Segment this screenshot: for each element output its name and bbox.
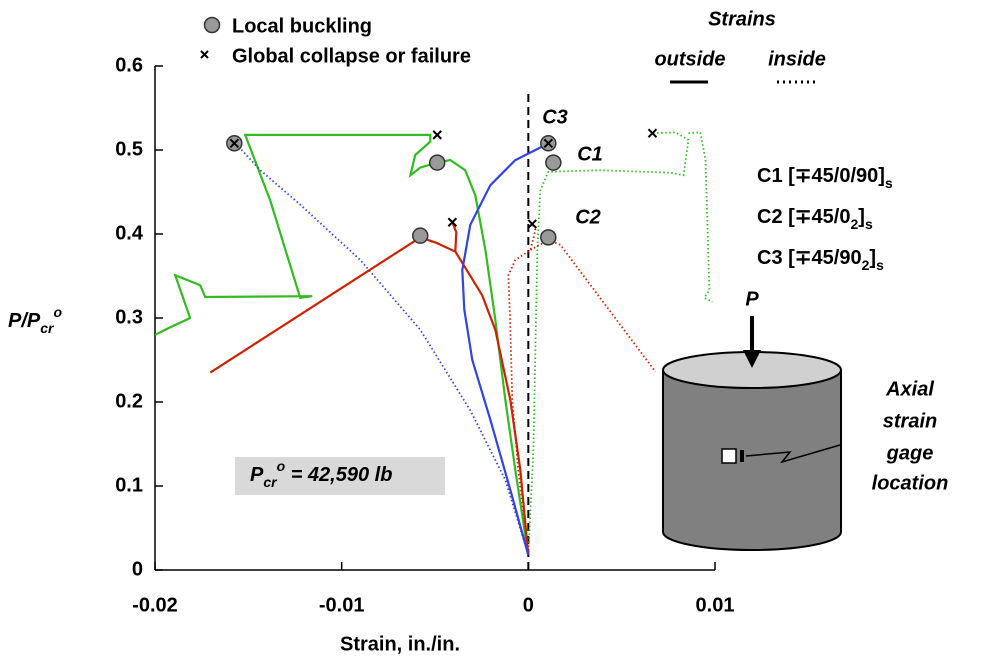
x-tick-label: -0.02 bbox=[132, 594, 178, 616]
series-line bbox=[507, 223, 657, 556]
global-collapse-marker bbox=[647, 128, 658, 138]
curve-label: C1 bbox=[577, 143, 603, 165]
curve-label: C3 bbox=[542, 106, 568, 128]
config-part: 2 bbox=[850, 216, 858, 232]
x-tick-label: 0 bbox=[523, 594, 534, 616]
series-line bbox=[461, 144, 546, 556]
x-axis-label: Strain, in./in. bbox=[340, 633, 460, 655]
load-arrowhead bbox=[743, 350, 761, 368]
global-collapse-marker bbox=[447, 217, 458, 227]
legend-circle bbox=[203, 16, 221, 34]
global-collapse-marker bbox=[229, 138, 240, 148]
gage-label: strain bbox=[883, 410, 937, 432]
annotation-base: P bbox=[250, 464, 264, 486]
series-line bbox=[527, 131, 713, 555]
annotation-rest: = 42,590 lb bbox=[285, 464, 392, 486]
curve-label: C2 bbox=[575, 206, 601, 228]
annotation-box bbox=[235, 457, 445, 495]
y-tick-label: 0.3 bbox=[115, 306, 143, 328]
legend-title: Strains bbox=[708, 8, 776, 30]
y-label-sub: cr bbox=[40, 320, 55, 336]
global-collapse-marker bbox=[527, 219, 537, 229]
gage-label: gage bbox=[886, 442, 934, 464]
y-label-main: P/P bbox=[8, 310, 41, 332]
config-part: s bbox=[885, 175, 893, 191]
y-tick-label: 0.4 bbox=[115, 222, 144, 244]
y-tick-label: 0.1 bbox=[115, 474, 143, 496]
config-label: C1 [∓45/0/90]s bbox=[757, 165, 893, 190]
gage-leader bbox=[745, 444, 841, 464]
config-part: ] bbox=[869, 247, 876, 269]
gage-label: Axial bbox=[885, 378, 934, 400]
config-label: C2 [∓45/02]s bbox=[757, 206, 873, 231]
annotation-sup: o bbox=[277, 458, 286, 474]
config-part: C2 [∓45/0 bbox=[757, 206, 850, 228]
gage-label: location bbox=[872, 472, 949, 494]
y-tick-label: 0.5 bbox=[115, 138, 143, 160]
config-label: C3 [∓45/902]s bbox=[757, 247, 884, 272]
y-label-sup: o bbox=[53, 304, 62, 320]
y-tick-label: 0.6 bbox=[115, 54, 143, 76]
config-part: C3 [∓45/90 bbox=[757, 247, 862, 269]
legend-text: Local buckling bbox=[232, 15, 372, 37]
gage bbox=[721, 448, 737, 464]
config-part: C1 [∓45/0/90] bbox=[757, 165, 885, 187]
global-collapse-marker bbox=[432, 130, 442, 140]
x-tick-label: -0.01 bbox=[319, 594, 365, 616]
y-tick-label: 0 bbox=[132, 558, 143, 580]
cylinder-body bbox=[662, 369, 842, 551]
series-line bbox=[154, 133, 530, 556]
series-line bbox=[239, 147, 530, 556]
legend-text: inside bbox=[768, 48, 826, 70]
legend-text: Global collapse or failure bbox=[232, 45, 471, 67]
config-part: ] bbox=[858, 206, 865, 228]
y-tick-label: 0.2 bbox=[115, 390, 143, 412]
local-buckling-marker bbox=[412, 227, 429, 244]
gage-wire bbox=[740, 450, 744, 462]
local-buckling-marker bbox=[428, 154, 446, 171]
local-buckling-marker bbox=[545, 154, 562, 171]
local-buckling-marker bbox=[540, 229, 557, 246]
legend-text: outside bbox=[654, 48, 725, 70]
config-part: 2 bbox=[862, 257, 870, 273]
legend-x bbox=[200, 50, 209, 59]
load-label: P bbox=[745, 288, 759, 310]
config-part: s bbox=[865, 216, 873, 232]
global-collapse-marker bbox=[543, 138, 554, 148]
config-part: s bbox=[876, 257, 884, 273]
annotation-sub: cr bbox=[263, 474, 278, 490]
annotation: Pcro = 42,590 lb bbox=[250, 458, 392, 490]
x-tick-label: 0.01 bbox=[696, 594, 735, 616]
cylinder bbox=[662, 316, 842, 551]
y-axis-label: P/Pcro bbox=[8, 304, 62, 336]
